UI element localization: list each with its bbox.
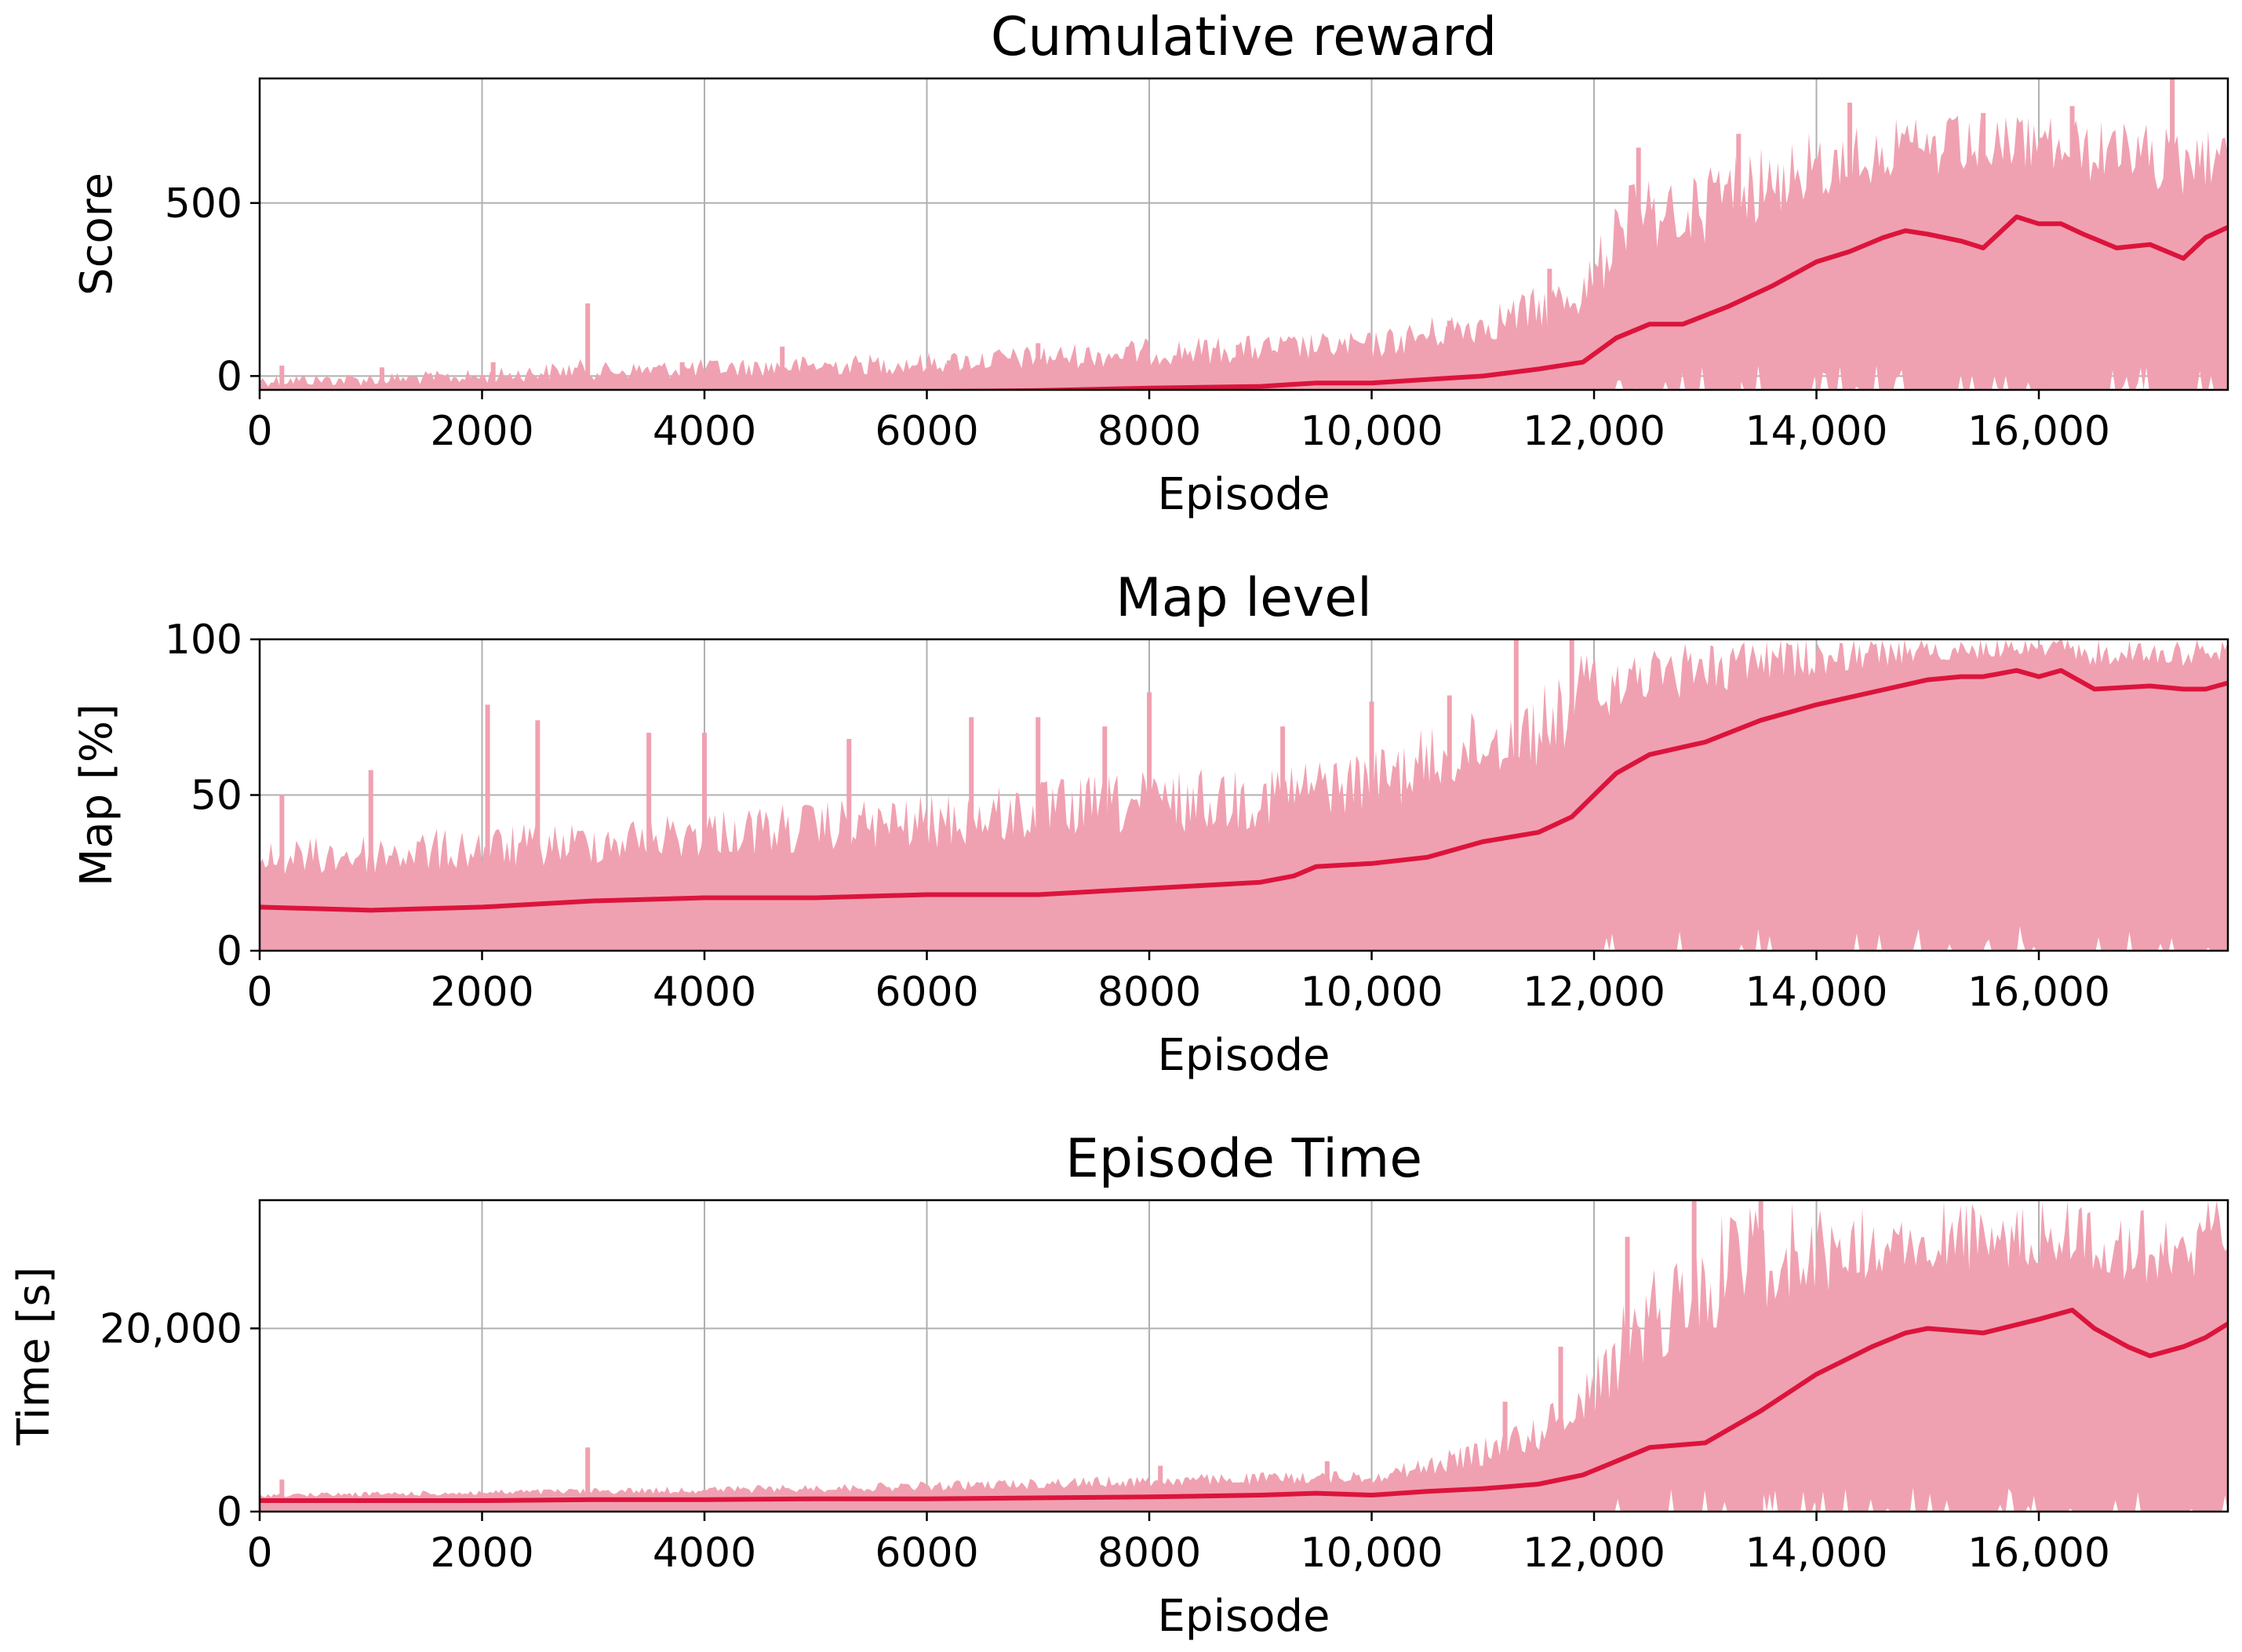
chart-panel-3: Episode Time 0 2000 4000 6000 8000 10,000 12,00… (9, 1128, 2229, 1642)
x-tick-label: 8000 (1097, 969, 1201, 1016)
x-tick-label: 2000 (430, 1530, 533, 1577)
x-axis-label: Episode (1158, 469, 1330, 520)
x-tick-label: 10,000 (1301, 969, 1443, 1016)
chart-panel-2: Map level 0 2000 4000 6000 8000 10,000 12,000 14… (71, 567, 2229, 1081)
x-tick-label: 16,000 (1967, 969, 2110, 1016)
x-tick-label: 2000 (430, 408, 533, 455)
x-tick-label: 14,000 (1745, 408, 1888, 455)
x-tick-label: 4000 (653, 408, 756, 455)
x-tick-label: 6000 (875, 408, 978, 455)
x-tick-label: 12,000 (1523, 1530, 1665, 1577)
moving-average-line (260, 668, 2228, 913)
chart-title: Map level (1116, 567, 1372, 629)
x-tick-label: 12,000 (1523, 408, 1665, 455)
y-tick-label: 0 (217, 928, 242, 975)
x-tick-label: 0 (246, 408, 272, 455)
raw-series-area (260, 1200, 2228, 1512)
axes-frame (258, 77, 2229, 391)
x-tick-label: 8000 (1097, 408, 1201, 455)
y-tick-label: 0 (217, 1489, 242, 1536)
x-tick-label: 10,000 (1301, 1530, 1443, 1577)
x-tick-label: 4000 (653, 1530, 756, 1577)
raw-series-area (260, 115, 2228, 390)
axes-frame (258, 1199, 2229, 1513)
x-tick-label: 16,000 (1967, 1530, 2110, 1577)
plot-area (260, 1200, 2228, 1512)
x-tick-label: 14,000 (1745, 969, 1888, 1016)
raw-series-area (260, 639, 2228, 951)
y-tick-label: 20,000 (100, 1305, 242, 1352)
plot-area (260, 78, 2228, 390)
x-tick-label: 4000 (653, 969, 756, 1016)
y-tick-label: 0 (217, 353, 242, 400)
x-tick-label: 6000 (875, 1530, 978, 1577)
x-axis-label: Episode (1158, 1030, 1330, 1081)
y-tick-label: 100 (165, 617, 242, 664)
x-tick-label: 10,000 (1301, 408, 1443, 455)
y-axis-label: Map [%] (71, 704, 122, 886)
y-axis-label: Time [s] (9, 1267, 60, 1446)
y-tick-label: 50 (191, 773, 242, 820)
x-axis-label: Episode (1158, 1591, 1330, 1642)
x-tick-label: 12,000 (1523, 969, 1665, 1016)
chart-panel-1: Cumulative reward 0 2000 4000 6000 8000 10,000… (71, 6, 2229, 520)
chart-title: Episode Time (1065, 1128, 1422, 1190)
x-tick-label: 16,000 (1967, 408, 2110, 455)
x-tick-label: 2000 (430, 969, 533, 1016)
y-axis-label: Score (71, 173, 122, 296)
y-tick-label: 500 (165, 180, 242, 227)
x-tick-label: 0 (246, 1530, 272, 1577)
moving-average-line (260, 1308, 2228, 1503)
x-tick-label: 14,000 (1745, 1530, 1888, 1577)
moving-average-line (886, 214, 2228, 390)
x-tick-label: 6000 (875, 969, 978, 1016)
x-tick-label: 8000 (1097, 1530, 1201, 1577)
x-tick-label: 0 (246, 969, 272, 1016)
chart-title: Cumulative reward (991, 6, 1497, 68)
plot-area (260, 639, 2228, 951)
